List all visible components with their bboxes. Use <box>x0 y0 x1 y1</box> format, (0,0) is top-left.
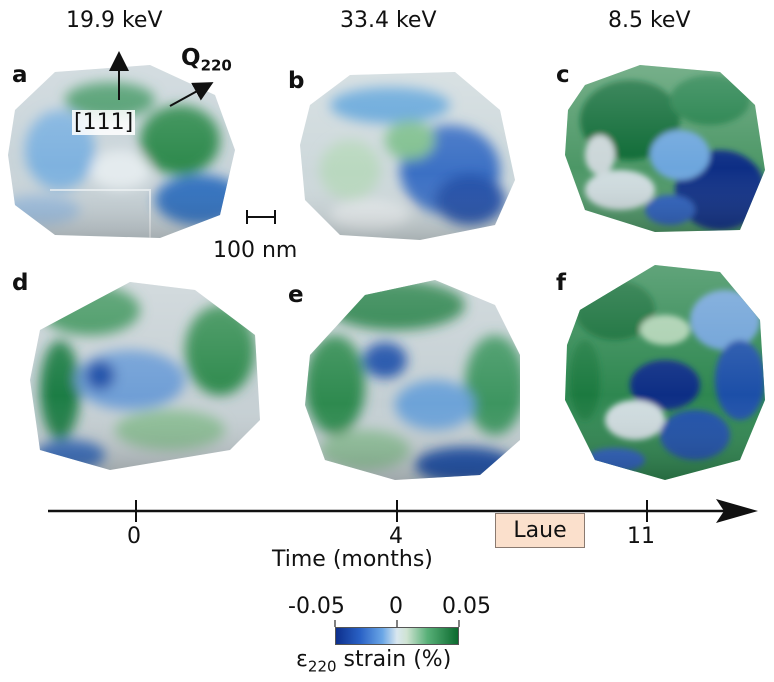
column-header-1: 19.9 keV <box>66 8 163 33</box>
q-vector-arrow <box>169 82 214 107</box>
colorbar-tick-label-mid: 0 <box>389 594 403 619</box>
column-header-2: 33.4 keV <box>340 8 437 33</box>
colorbar <box>335 627 459 645</box>
panel-label-d: d <box>12 270 29 296</box>
direction-111-label: [111] <box>72 110 136 135</box>
panel-label-a: a <box>12 62 28 88</box>
crystal-render-b <box>300 72 515 240</box>
timeline-label-0: 0 <box>127 524 141 549</box>
panel-label-c: c <box>556 62 570 88</box>
timeline-arrowhead <box>716 499 758 523</box>
crystal-render-c <box>565 65 765 232</box>
crystal-render-a <box>8 65 235 238</box>
colorbar-label-symbol: ε <box>296 647 308 672</box>
column-header-3: 8.5 keV <box>608 8 691 33</box>
panel-label-f: f <box>556 270 567 296</box>
colorbar-tick-label-min: -0.05 <box>288 594 345 619</box>
crystal-render-e <box>305 280 520 480</box>
timeline-title: Time (months) <box>272 547 433 572</box>
timeline-label-4: 4 <box>389 524 403 549</box>
panel-label-e: e <box>288 282 304 308</box>
scale-bar <box>246 210 276 224</box>
laue-box: Laue <box>495 513 585 548</box>
q-vector-label: Q220 <box>181 45 232 75</box>
panel-label-b: b <box>288 68 305 94</box>
q-symbol: Q <box>181 45 201 71</box>
colorbar-label: ε220 strain (%) <box>296 647 451 675</box>
q-subscript: 220 <box>200 56 232 75</box>
crystal-render-f <box>565 265 765 480</box>
colorbar-tick-label-max: 0.05 <box>442 594 491 619</box>
scale-bar-label: 100 nm <box>213 238 298 263</box>
colorbar-label-subscript: 220 <box>307 657 337 676</box>
colorbar-label-text: strain (%) <box>336 647 452 672</box>
timeline-label-11: 11 <box>627 524 655 549</box>
crystal-render-d <box>30 282 260 470</box>
